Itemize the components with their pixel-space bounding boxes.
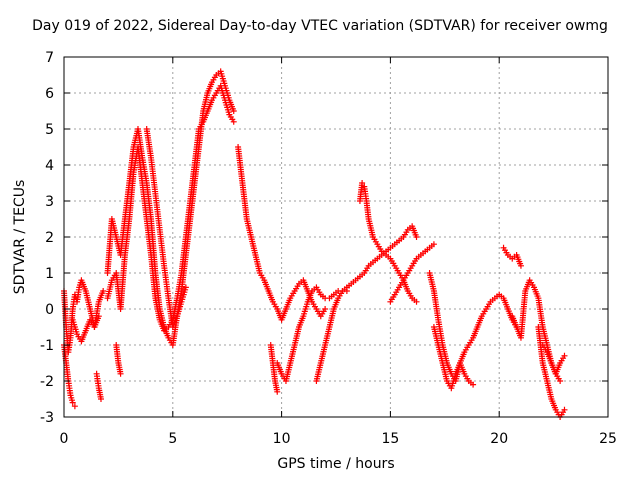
x-axis-label: GPS time / hours bbox=[277, 456, 395, 472]
y-tick-label: -2 bbox=[40, 374, 54, 390]
data-point bbox=[557, 378, 564, 384]
x-tick-label: 10 bbox=[273, 431, 291, 447]
x-tick-label: 20 bbox=[490, 431, 508, 447]
series-trace-3 bbox=[69, 313, 102, 345]
series-trace-6 bbox=[104, 82, 237, 334]
y-tick-label: 6 bbox=[45, 86, 54, 102]
series-trace-15 bbox=[426, 270, 520, 384]
series-trace-17 bbox=[500, 244, 524, 269]
data-point bbox=[97, 396, 104, 402]
grid-lines bbox=[64, 57, 608, 417]
series-trace-7 bbox=[113, 342, 124, 377]
data-point bbox=[230, 108, 237, 114]
x-tick-label: 25 bbox=[599, 431, 617, 447]
data-point bbox=[322, 306, 329, 312]
series-trace-18 bbox=[509, 277, 564, 384]
data-point bbox=[230, 118, 237, 125]
series-trace-13 bbox=[356, 180, 420, 305]
data-point bbox=[95, 313, 102, 320]
series-trace-14 bbox=[387, 241, 437, 305]
y-tick-label: 7 bbox=[45, 50, 54, 66]
data-point bbox=[71, 403, 78, 410]
data-point bbox=[117, 370, 124, 377]
y-tick-label: 1 bbox=[45, 266, 54, 282]
data-point bbox=[470, 381, 477, 388]
series-trace-20 bbox=[539, 342, 568, 377]
data-point bbox=[561, 406, 568, 413]
series-trace-4 bbox=[93, 370, 104, 402]
y-tick-label: 5 bbox=[45, 122, 54, 138]
data-point bbox=[430, 241, 437, 248]
x-tick-label: 5 bbox=[168, 431, 177, 447]
data-point bbox=[561, 352, 568, 359]
y-tick-label: -1 bbox=[40, 338, 54, 354]
data-point bbox=[413, 234, 420, 240]
series-trace-19 bbox=[535, 324, 568, 420]
data-point bbox=[69, 399, 76, 406]
series-trace-16 bbox=[430, 324, 477, 392]
y-axis-label: SDTVAR / TECUs bbox=[12, 179, 28, 295]
series-trace-8 bbox=[143, 126, 189, 330]
series-trace-10 bbox=[267, 342, 281, 395]
x-tick-label: 0 bbox=[60, 431, 69, 447]
series-trace-12 bbox=[313, 223, 420, 384]
data-point bbox=[100, 288, 107, 294]
data-point bbox=[413, 298, 420, 305]
data-points bbox=[61, 68, 568, 420]
y-tick-label: 4 bbox=[45, 158, 54, 174]
data-point bbox=[359, 180, 366, 186]
axis-ticks: 0 5 10 15 20 25 -3 -2 -1 0 1 2 3 4 5 6 7 bbox=[40, 50, 617, 447]
y-tick-label: 3 bbox=[45, 194, 54, 210]
series-trace-11 bbox=[274, 284, 350, 384]
data-point bbox=[274, 388, 281, 395]
y-tick-label: 0 bbox=[45, 302, 54, 318]
x-tick-label: 15 bbox=[381, 431, 399, 447]
series-trace-5 bbox=[104, 68, 237, 348]
y-tick-label: 2 bbox=[45, 230, 54, 246]
y-tick-label: -3 bbox=[40, 410, 54, 426]
chart-title: Day 019 of 2022, Sidereal Day-to-day VTE… bbox=[32, 18, 608, 34]
data-point bbox=[517, 262, 524, 269]
data-point bbox=[182, 284, 189, 291]
